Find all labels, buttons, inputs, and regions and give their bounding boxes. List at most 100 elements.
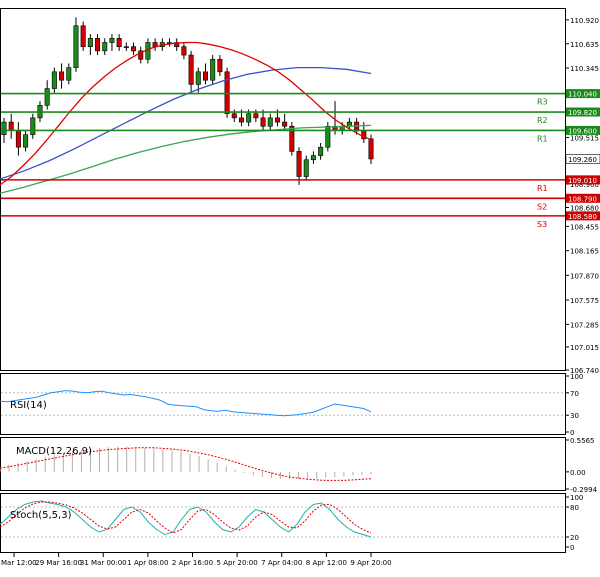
level-price-box — [566, 175, 600, 185]
candle-body — [303, 159, 309, 177]
macd-signal-line — [0, 447, 372, 481]
sma-blue-line — [0, 66, 372, 180]
stoch-panel: 100 80 20 0 Stoch(5,5,3) — [0, 494, 583, 552]
rsi-panel: 100 70 30 0 RSI(14) — [0, 373, 583, 437]
candle-body — [109, 38, 115, 43]
candle-body — [210, 58, 216, 81]
price-tick-label: 107.285 — [570, 321, 599, 329]
price-tick-label: 109.515 — [570, 135, 599, 143]
rsi-tick-label: 100 — [570, 373, 583, 381]
current-price-box — [565, 154, 600, 164]
candle-body — [51, 71, 57, 89]
stoch-k-line — [0, 500, 372, 538]
rsi-title: RSI(14) — [10, 400, 47, 411]
candle-body — [296, 151, 302, 177]
rsi-tick-label: 0 — [570, 429, 574, 437]
candle-body — [202, 71, 208, 81]
stoch-tick-label: 80 — [570, 504, 579, 512]
candle-body — [181, 46, 187, 56]
candle-body — [217, 58, 223, 73]
candle-body — [267, 117, 273, 127]
candle-body — [1, 121, 7, 135]
level-label: S3 — [537, 220, 547, 229]
candle-body — [318, 146, 324, 156]
rsi-line — [0, 390, 372, 417]
candle-body — [188, 54, 194, 85]
candle-body — [131, 46, 137, 52]
level-price-box — [566, 89, 600, 99]
stoch-d-line — [0, 501, 372, 534]
price-tick-label: 107.575 — [570, 297, 599, 305]
candle-body — [102, 42, 108, 52]
candle-body — [260, 117, 266, 127]
macd-title: MACD(12,26,9) — [16, 446, 92, 457]
level-price-label: 109.820 — [568, 109, 597, 117]
candle-body — [44, 88, 50, 106]
price-panel: 110.920 110.635 110.345 110.040 109.820 109.6… — [0, 17, 600, 375]
level-label: R1 — [537, 184, 548, 193]
x-tick-label: 9 Apr 20:00 — [350, 559, 391, 567]
level-price-label: 108.580 — [568, 213, 597, 221]
x-tick-label: 1 Apr 08:00 — [127, 559, 168, 567]
candle-body — [368, 138, 374, 160]
candle-body — [138, 50, 144, 60]
candle-body — [224, 71, 230, 114]
stoch-tick-label: 0 — [570, 544, 574, 552]
level-label: R3 — [537, 98, 548, 107]
x-tick-label: 5 Apr 20:00 — [217, 559, 258, 567]
price-tick-label: 110.635 — [570, 41, 599, 49]
candle-body — [59, 71, 65, 81]
x-tick-label: 29 Mar 16:00 — [35, 559, 82, 567]
stoch-tick-label: 20 — [570, 534, 579, 542]
x-tick-label: 8 Apr 12:00 — [306, 559, 347, 567]
x-tick-label: 7 Apr 04:00 — [261, 559, 302, 567]
macd-tick-label: -0.2994 — [570, 486, 598, 494]
candle-body — [274, 117, 280, 123]
price-tick-label: 108.455 — [570, 223, 599, 231]
stoch-tick-label: 100 — [570, 494, 583, 502]
candle-body — [73, 25, 79, 68]
candle-body — [282, 121, 288, 127]
macd-panel: 0.5565 0.00 -0.2994 MACD(12,26,9) — [0, 437, 598, 494]
level-label: R2 — [537, 116, 548, 125]
price-tick-label: 108.165 — [570, 248, 599, 256]
x-tick-label: 2 Apr 16:00 — [172, 559, 213, 567]
candle-body — [80, 25, 86, 47]
candle-body — [116, 38, 122, 47]
candle-body — [325, 125, 331, 148]
candle-body — [310, 155, 316, 161]
candle-body — [253, 113, 259, 119]
level-price-label: 109.010 — [568, 177, 597, 185]
candle-body — [15, 130, 21, 148]
level-price-box — [566, 211, 600, 221]
candle-body — [123, 46, 129, 48]
price-tick-label: 108.960 — [570, 181, 599, 189]
level-price-box — [566, 107, 600, 117]
candle-body — [238, 117, 244, 123]
candle-body — [231, 113, 237, 119]
candle-body — [289, 125, 295, 152]
candle-body — [30, 117, 36, 135]
candle-body — [87, 38, 93, 47]
sma-green-line — [0, 124, 372, 194]
price-tick-label: 108.680 — [570, 205, 599, 213]
candle-body — [8, 121, 14, 131]
stoch-title: Stoch(5,5,3) — [10, 510, 72, 521]
price-tick-label: 107.015 — [570, 344, 599, 352]
macd-tick-label: 0.00 — [570, 469, 586, 477]
x-tick-label: 31 Mar 00:00 — [80, 559, 127, 567]
price-tick-label: 110.920 — [570, 17, 599, 25]
level-label: R1 — [537, 134, 548, 143]
price-tick-label: 106.740 — [570, 367, 599, 375]
sma-red-line — [0, 41, 372, 186]
level-price-label: 108.790 — [568, 195, 597, 203]
price-tick-label: 110.345 — [570, 65, 599, 73]
candle-body — [195, 71, 201, 85]
price-tick-label: 107.870 — [570, 272, 599, 280]
level-label: S2 — [537, 202, 547, 211]
level-price-box — [566, 125, 600, 135]
level-price-label: 110.040 — [568, 91, 597, 99]
